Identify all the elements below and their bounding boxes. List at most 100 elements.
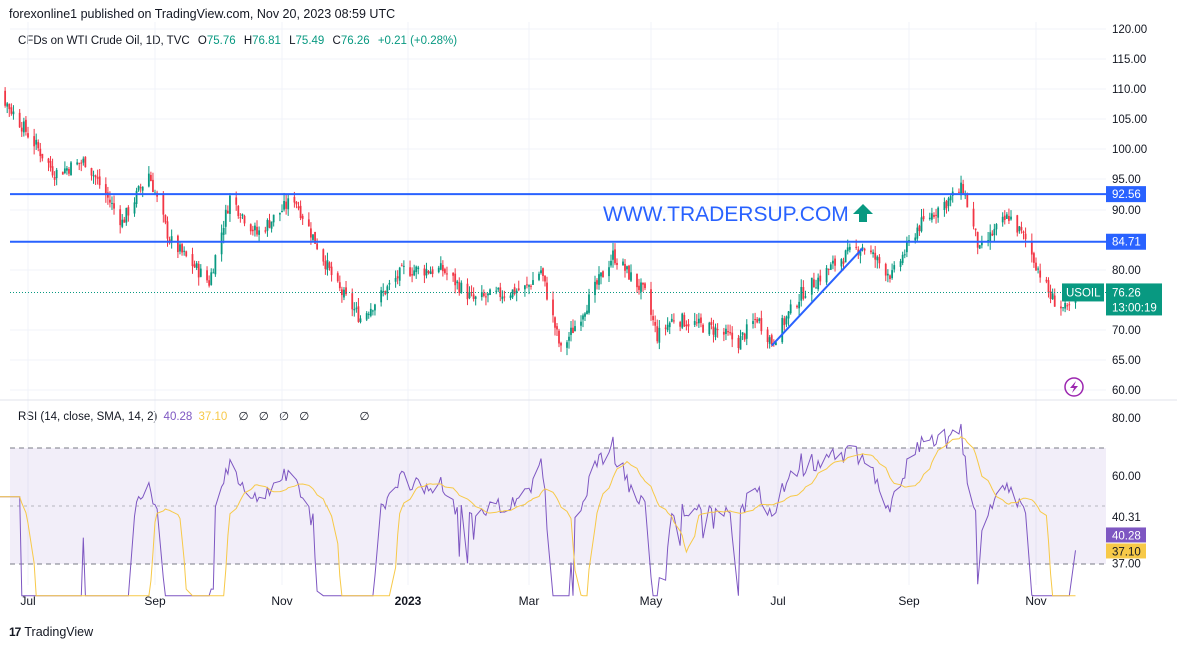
footer: 17 TradingView [9,625,93,639]
candle [394,270,397,288]
sma-value-tag: 37.10 [1106,543,1146,559]
close-value: 76.26 [340,35,370,47]
candle [212,268,215,274]
candle [1037,266,1039,274]
candle [891,263,893,280]
candle [1068,301,1071,311]
rsi-legend: RSI (14, close, SMA, 14, 2) 40.28 37.10 … [18,409,376,423]
rsi-tick-label: 80.00 [1112,413,1141,425]
candle [41,153,44,162]
candle [417,265,420,275]
candle [439,256,442,271]
candle [156,190,158,203]
candle [570,320,572,342]
candle [66,165,68,175]
lightning-icon[interactable] [1064,377,1084,397]
candle [710,317,713,330]
candle [76,159,79,166]
price-tick-label: 120.00 [1112,24,1147,36]
symbol-title: CFDs on WTI Crude Oil, 1D, TVC [18,35,190,47]
price-tick-label: 60.00 [1112,385,1141,397]
candle [568,331,570,349]
candle [872,249,874,258]
candle [638,278,640,295]
candle [374,303,376,316]
candle [18,109,21,128]
watermark-text: WWW.TRADERSUP.COM [603,203,849,226]
candle [68,167,70,177]
candle [889,274,891,283]
candle [141,186,144,198]
candle [35,133,38,150]
candle [664,324,667,336]
candle [254,222,256,237]
svg-text:37.10: 37.10 [1112,546,1141,558]
candle [1020,221,1023,234]
candle [164,214,167,225]
symbol-tag: USOIL [1062,283,1104,302]
candle [80,159,83,172]
candle [914,233,917,244]
candle [411,267,414,283]
candle [668,321,671,335]
candle [341,286,343,303]
candle [644,282,646,291]
candle [787,310,790,326]
candle [673,313,675,324]
candle [287,195,290,216]
candle [574,320,576,332]
rsi-sma-line [0,436,1076,597]
candle [741,332,744,341]
footer-brand: TradingView [24,625,94,639]
candle [199,264,202,278]
candle [388,279,391,291]
candle [285,193,288,215]
candle [487,293,489,303]
candle [351,288,354,317]
candle [195,261,198,271]
candle [636,273,638,293]
candle [400,263,403,267]
candle [714,323,717,341]
candle [170,229,173,249]
candle [650,281,652,321]
candle [594,275,596,303]
candle [482,289,485,298]
high-label: H [243,35,253,47]
candle [640,278,642,300]
candle [610,254,612,268]
candle [384,290,387,296]
candle [409,260,411,277]
candle [768,335,771,349]
high-value: 76.81 [252,35,281,47]
candle [756,317,759,324]
candle [452,272,455,282]
candle [729,324,732,336]
candle [307,212,310,227]
candle [870,245,872,255]
candle [104,177,107,203]
candle [785,315,788,328]
candle [614,243,616,266]
candle [1022,230,1025,240]
candle [943,197,946,217]
last-price-tag: 76.26 13:00:19 [1106,283,1162,316]
candle [899,258,902,272]
candle [700,313,702,328]
candle [947,196,950,212]
candle [119,205,122,234]
candle [224,204,227,235]
candle [517,280,520,292]
candle [427,270,430,275]
candle [425,262,428,279]
candle [127,205,130,222]
candle [92,170,95,184]
candle [328,261,331,271]
price-tick-label: 90.00 [1112,205,1141,217]
candle [1051,288,1054,300]
candle [90,167,93,181]
candle [1053,288,1056,307]
candle [683,312,686,327]
candle [210,268,213,286]
candle [166,216,169,247]
